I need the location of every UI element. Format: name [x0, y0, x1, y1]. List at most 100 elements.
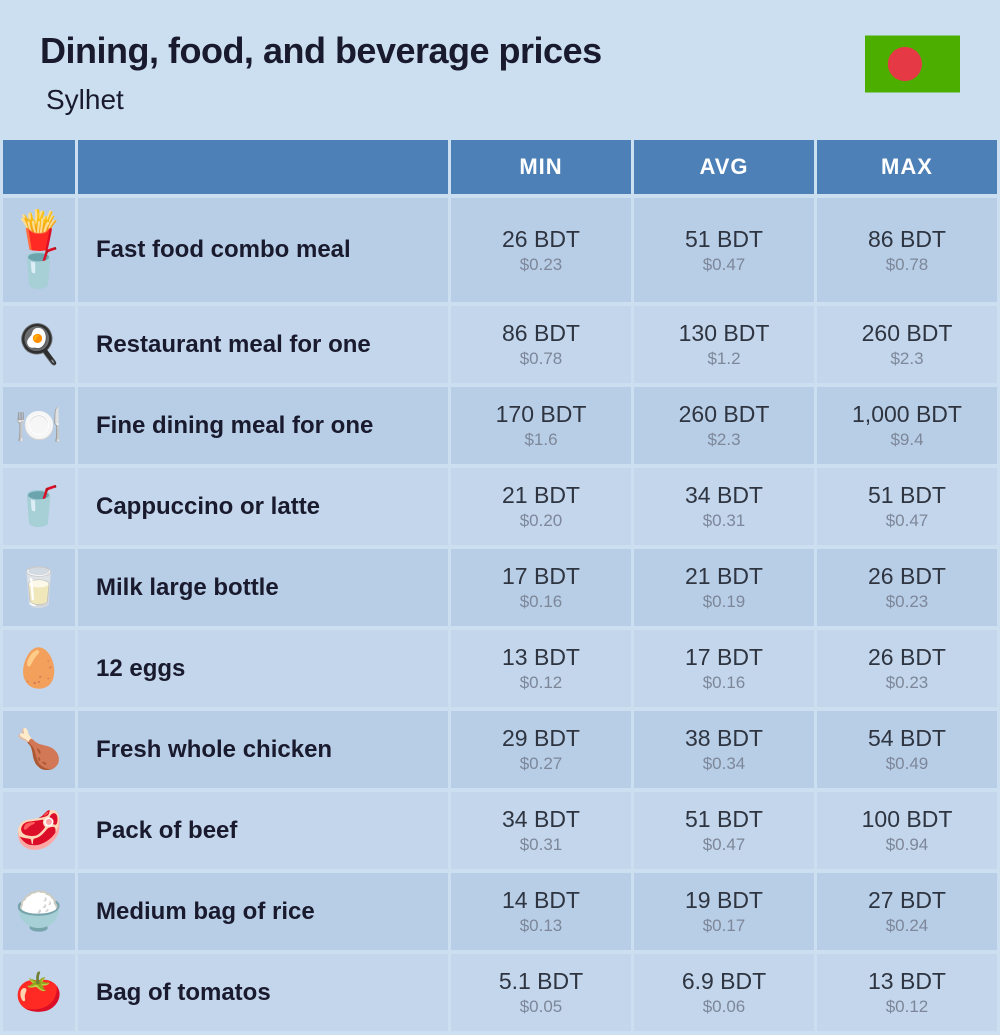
price-max: 54 BDT$0.49: [817, 711, 997, 788]
price-secondary: $0.23: [825, 673, 989, 693]
table-header-row: MIN AVG MAX: [3, 140, 997, 194]
price-max: 26 BDT$0.23: [817, 630, 997, 707]
price-primary: 26 BDT: [459, 226, 623, 253]
price-primary: 51 BDT: [642, 806, 806, 833]
header-label-col: [78, 140, 448, 194]
price-avg: 38 BDT$0.34: [634, 711, 814, 788]
table-row: 🍟🥤Fast food combo meal26 BDT$0.2351 BDT$…: [3, 198, 997, 302]
price-primary: 34 BDT: [642, 482, 806, 509]
price-min: 17 BDT$0.16: [451, 549, 631, 626]
price-primary: 19 BDT: [642, 887, 806, 914]
price-secondary: $1.6: [459, 430, 623, 450]
price-primary: 51 BDT: [825, 482, 989, 509]
price-avg: 130 BDT$1.2: [634, 306, 814, 383]
price-secondary: $0.78: [459, 349, 623, 369]
row-label: Fast food combo meal: [78, 198, 448, 302]
price-primary: 170 BDT: [459, 401, 623, 428]
price-min: 5.1 BDT$0.05: [451, 954, 631, 1031]
row-label: 12 eggs: [78, 630, 448, 707]
header-max: MAX: [817, 140, 997, 194]
price-max: 51 BDT$0.47: [817, 468, 997, 545]
price-secondary: $1.2: [642, 349, 806, 369]
row-label: Bag of tomatos: [78, 954, 448, 1031]
price-primary: 21 BDT: [642, 563, 806, 590]
row-icon: 🥚: [3, 630, 75, 707]
price-secondary: $0.20: [459, 511, 623, 531]
price-secondary: $0.78: [825, 255, 989, 275]
header-min: MIN: [451, 140, 631, 194]
price-secondary: $0.17: [642, 916, 806, 936]
price-avg: 19 BDT$0.17: [634, 873, 814, 950]
price-secondary: $0.47: [825, 511, 989, 531]
price-max: 86 BDT$0.78: [817, 198, 997, 302]
price-secondary: $0.31: [642, 511, 806, 531]
price-min: 13 BDT$0.12: [451, 630, 631, 707]
price-secondary: $0.19: [642, 592, 806, 612]
price-max: 260 BDT$2.3: [817, 306, 997, 383]
price-primary: 13 BDT: [825, 968, 989, 995]
price-secondary: $0.16: [642, 673, 806, 693]
price-primary: 86 BDT: [459, 320, 623, 347]
price-primary: 54 BDT: [825, 725, 989, 752]
price-secondary: $0.12: [459, 673, 623, 693]
price-primary: 29 BDT: [459, 725, 623, 752]
price-max: 26 BDT$0.23: [817, 549, 997, 626]
price-secondary: $0.24: [825, 916, 989, 936]
price-avg: 17 BDT$0.16: [634, 630, 814, 707]
price-secondary: $0.27: [459, 754, 623, 774]
price-max: 27 BDT$0.24: [817, 873, 997, 950]
price-table: MIN AVG MAX 🍟🥤Fast food combo meal26 BDT…: [0, 136, 1000, 1035]
price-min: 86 BDT$0.78: [451, 306, 631, 383]
table-row: 🍚Medium bag of rice14 BDT$0.1319 BDT$0.1…: [3, 873, 997, 950]
row-label: Pack of beef: [78, 792, 448, 869]
price-secondary: $0.16: [459, 592, 623, 612]
price-primary: 6.9 BDT: [642, 968, 806, 995]
price-primary: 260 BDT: [642, 401, 806, 428]
row-icon: 🍽️: [3, 387, 75, 464]
price-primary: 21 BDT: [459, 482, 623, 509]
flag-icon: [865, 35, 960, 93]
price-secondary: $2.3: [825, 349, 989, 369]
header-avg: AVG: [634, 140, 814, 194]
table-row: 🍅Bag of tomatos5.1 BDT$0.056.9 BDT$0.061…: [3, 954, 997, 1031]
price-primary: 51 BDT: [642, 226, 806, 253]
price-primary: 17 BDT: [459, 563, 623, 590]
price-min: 21 BDT$0.20: [451, 468, 631, 545]
price-secondary: $0.12: [825, 997, 989, 1017]
price-secondary: $2.3: [642, 430, 806, 450]
table-row: 🥚12 eggs13 BDT$0.1217 BDT$0.1626 BDT$0.2…: [3, 630, 997, 707]
price-min: 29 BDT$0.27: [451, 711, 631, 788]
row-icon: 🍟🥤: [3, 198, 75, 302]
table-row: 🥩Pack of beef34 BDT$0.3151 BDT$0.47100 B…: [3, 792, 997, 869]
row-label: Fresh whole chicken: [78, 711, 448, 788]
price-secondary: $0.49: [825, 754, 989, 774]
price-secondary: $0.34: [642, 754, 806, 774]
price-primary: 13 BDT: [459, 644, 623, 671]
table-row: 🍽️Fine dining meal for one 170 BDT$1.6 260…: [3, 387, 997, 464]
price-primary: 26 BDT: [825, 563, 989, 590]
row-icon: 🍗: [3, 711, 75, 788]
price-min: 26 BDT$0.23: [451, 198, 631, 302]
row-icon: 🥩: [3, 792, 75, 869]
table-row: 🍳Restaurant meal for one86 BDT$0.78130 B…: [3, 306, 997, 383]
row-icon: 🍳: [3, 306, 75, 383]
price-secondary: $0.47: [642, 255, 806, 275]
price-max: 100 BDT$0.94: [817, 792, 997, 869]
price-primary: 260 BDT: [825, 320, 989, 347]
price-primary: 130 BDT: [642, 320, 806, 347]
location-subtitle: Sylhet: [46, 84, 960, 116]
price-primary: 17 BDT: [642, 644, 806, 671]
row-label: Fine dining meal for one: [78, 387, 448, 464]
row-icon: 🥤: [3, 468, 75, 545]
price-max: 13 BDT$0.12: [817, 954, 997, 1031]
price-avg: 51 BDT$0.47: [634, 792, 814, 869]
table-row: 🍗Fresh whole chicken29 BDT$0.2738 BDT$0.…: [3, 711, 997, 788]
price-primary: 100 BDT: [825, 806, 989, 833]
price-secondary: $0.05: [459, 997, 623, 1017]
price-secondary: $0.13: [459, 916, 623, 936]
row-icon: 🥛: [3, 549, 75, 626]
page-title: Dining, food, and beverage prices: [40, 30, 960, 72]
table-row: 🥛Milk large bottle17 BDT$0.1621 BDT$0.19…: [3, 549, 997, 626]
price-secondary: $0.94: [825, 835, 989, 855]
price-avg: 21 BDT$0.19: [634, 549, 814, 626]
